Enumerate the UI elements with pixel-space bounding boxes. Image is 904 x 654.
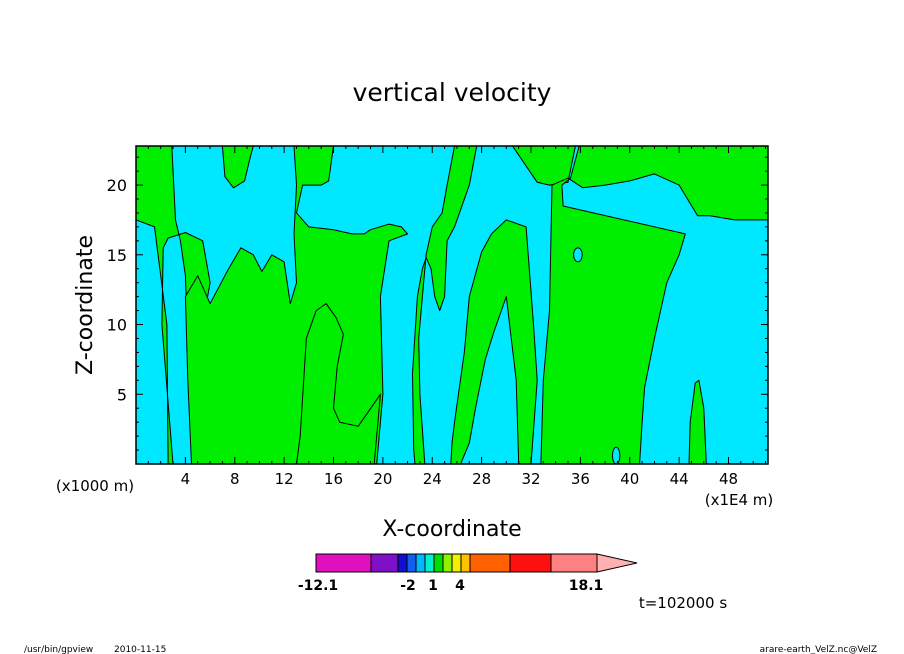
contour-region [136,146,576,464]
y-axis-ticks: 5 10 15 20 [107,156,768,451]
contour-region [296,303,381,464]
x-tick-label: 8 [230,470,240,488]
contour-region [184,146,409,464]
colorbar-label: 4 [455,578,465,594]
chart-title: vertical velocity [353,78,552,107]
source-file: arare-earth_VelZ.nc@VelZ [760,645,877,654]
colorbar [315,553,638,573]
colorbar-segment [315,553,372,573]
x-tick-label: 40 [620,470,639,488]
colorbar-segment [424,553,435,573]
colorbar-arrow [596,553,638,573]
colorbar-segment [415,553,426,573]
y-tick-label: 15 [107,246,127,265]
x-tick-label: 12 [275,470,294,488]
x-tick-label: 24 [423,470,442,488]
colorbar-label: -2 [400,578,416,594]
colorbar-min-label: -12.1 [298,578,338,594]
y-tick-label: 10 [107,316,127,335]
colorbar-label: 1 [428,578,438,594]
plot-frame [135,145,769,465]
x-unit-left: (x1000 m) [56,477,134,495]
plot-area [136,146,768,464]
y-tick-label: 5 [117,385,127,404]
y-tick-label: 20 [107,176,127,195]
x-tick-label: 48 [719,470,738,488]
colorbar-segment [397,553,408,573]
x-tick-label: 16 [324,470,343,488]
colorbar-segment [433,553,444,573]
colorbar-segment [451,553,462,573]
plot-date: 2010-11-15 [114,645,166,654]
y-axis-label: Z-coordinate [73,235,98,375]
contour-spot [611,446,621,464]
x-axis-label: X-coordinate [382,517,521,542]
contour-regions [136,146,768,464]
contour-region [540,146,768,464]
x-tick-label: 20 [373,470,392,488]
colorbar-segment [469,553,511,573]
x-tick-label: 36 [571,470,590,488]
colorbar-segment [406,553,417,573]
colorbar-segment [370,553,399,573]
contour-region [412,146,478,464]
x-tick-label: 28 [472,470,491,488]
colorbar-segment [509,553,552,573]
contour-region [688,379,707,464]
x-axis-ticks: 4 8 12 16 20 24 28 32 36 40 44 48 [147,146,767,488]
program-path: /usr/bin/gpview [24,645,93,654]
colorbar-segment [442,553,453,573]
contour-region [221,146,254,189]
x-tick-label: 32 [521,470,540,488]
colorbar-segment [460,553,471,573]
x-tick-label: 44 [670,470,689,488]
contour-region [450,219,538,464]
x-unit-right: (x1E4 m) [705,491,774,509]
colorbar-max-label: 18.1 [569,578,604,594]
time-annotation: t=102000 s [639,594,727,612]
contour-spot [573,247,583,263]
x-tick-label: 4 [181,470,191,488]
colorbar-segment [550,553,598,573]
